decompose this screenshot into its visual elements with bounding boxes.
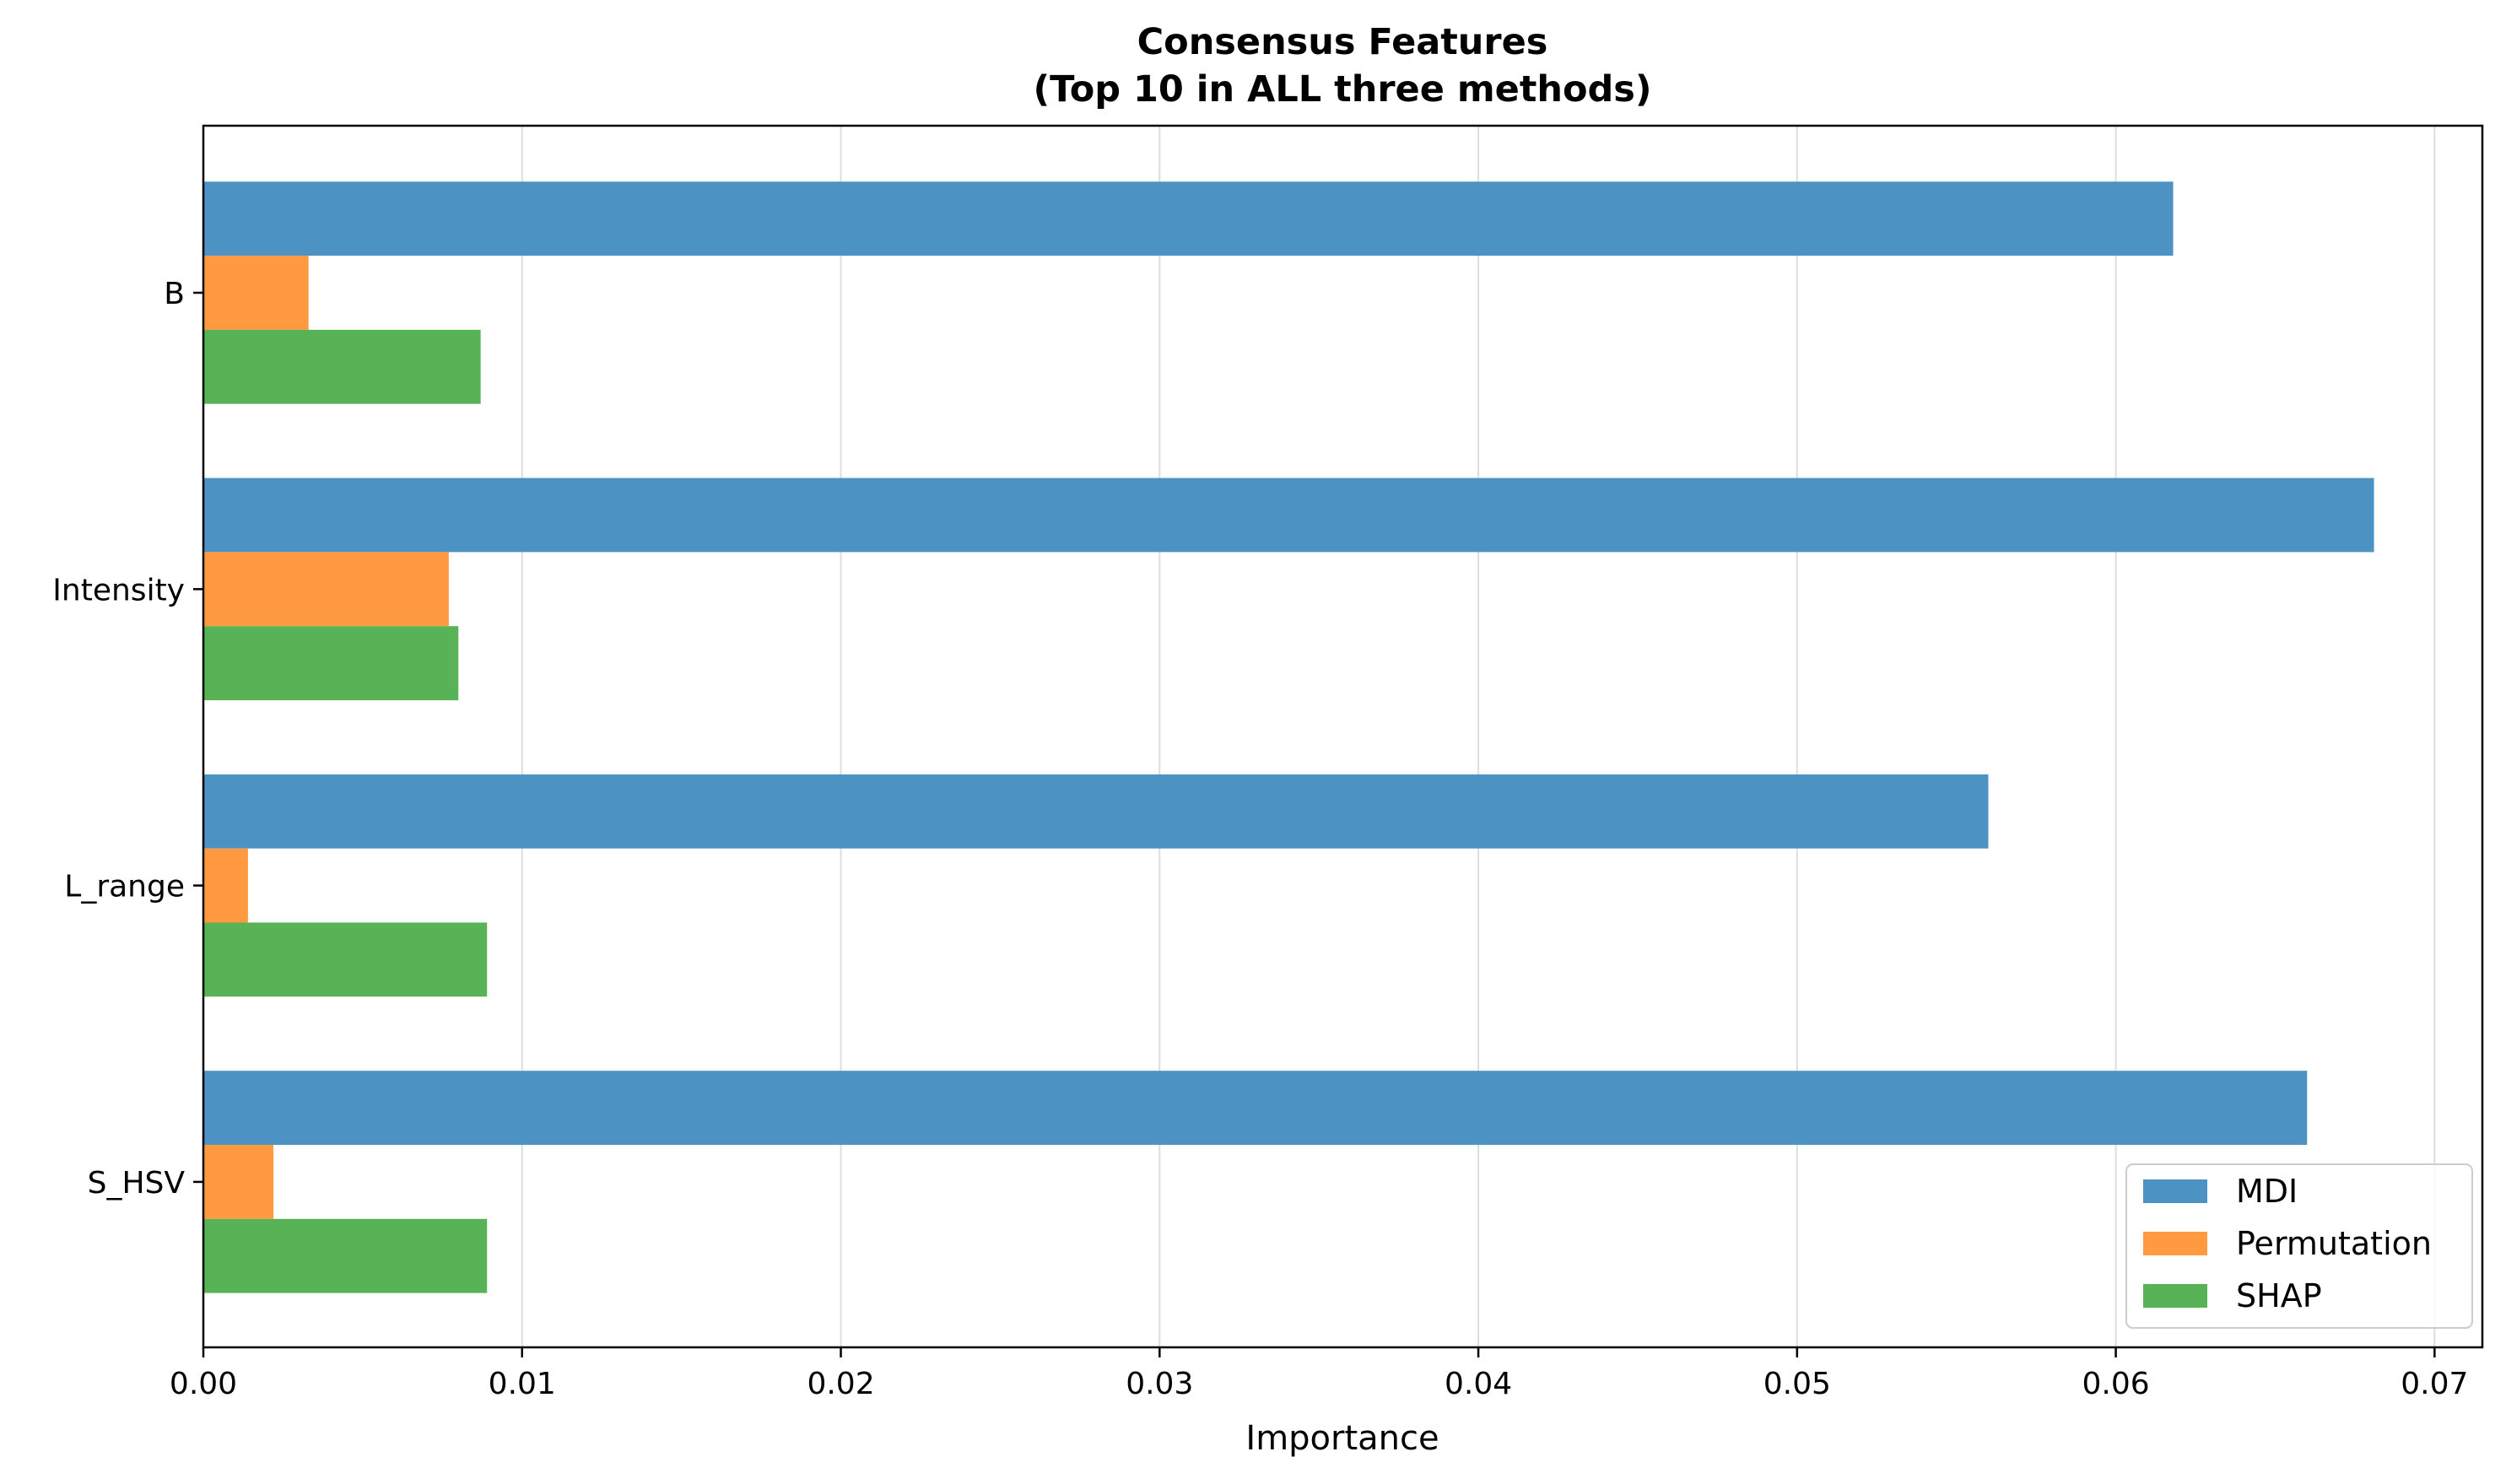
legend-label-shap: SHAP — [2236, 1277, 2322, 1314]
bar-shap-b — [203, 329, 481, 404]
chart-title-line1: Consensus Features — [1137, 21, 1548, 63]
bar-mdi-b — [203, 181, 2174, 256]
x-tick-label: 0.07 — [2401, 1367, 2468, 1401]
plot-frame — [202, 124, 2484, 1349]
bar-permutation-intensity — [203, 552, 449, 627]
bar-permutation-s_hsv — [203, 1145, 274, 1219]
x-tick-label: 0.05 — [1763, 1367, 1831, 1401]
y-tick-label: S_HSV — [88, 1166, 186, 1201]
x-tick-label: 0.02 — [807, 1367, 874, 1401]
bar-mdi-intensity — [203, 478, 2374, 553]
bar-shap-l_range — [203, 922, 488, 997]
x-axis-ticks: 0.00 0.01 0.02 0.03 0.04 0.05 0.06 0.07 — [170, 1347, 2468, 1401]
bar-permutation-l_range — [203, 848, 248, 923]
legend-swatch-permutation — [2143, 1232, 2207, 1255]
y-tick-label: B — [164, 277, 185, 311]
legend-box — [2125, 1163, 2473, 1329]
legend-label-permutation: Permutation — [2236, 1225, 2432, 1262]
bar-shap-s_hsv — [203, 1218, 488, 1293]
chart-title-line2: (Top 10 in ALL three methods) — [1033, 68, 1651, 111]
bar-mdi-l_range — [203, 774, 1989, 849]
y-tick-label: L_range — [64, 870, 185, 904]
legend-label-mdi: MDI — [2236, 1173, 2298, 1210]
bars — [203, 181, 2374, 1293]
x-tick-label: 0.01 — [489, 1367, 556, 1401]
legend-swatch-mdi — [2143, 1179, 2207, 1203]
bar-permutation-b — [203, 256, 309, 330]
y-tick-label: Intensity — [52, 573, 185, 607]
bar-shap-intensity — [203, 626, 459, 700]
legend-swatch-shap — [2143, 1284, 2207, 1308]
x-axis-label: Importance — [1245, 1419, 1439, 1458]
x-tick-label: 0.04 — [1445, 1367, 1512, 1401]
legend: MDI Permutation SHAP — [2125, 1163, 2473, 1329]
y-axis-ticks: B Intensity L_range S_HSV — [52, 277, 203, 1201]
x-tick-label: 0.00 — [170, 1367, 237, 1401]
x-tick-label: 0.03 — [1126, 1367, 1193, 1401]
x-tick-label: 0.06 — [2082, 1367, 2149, 1401]
bar-mdi-s_hsv — [203, 1071, 2308, 1145]
